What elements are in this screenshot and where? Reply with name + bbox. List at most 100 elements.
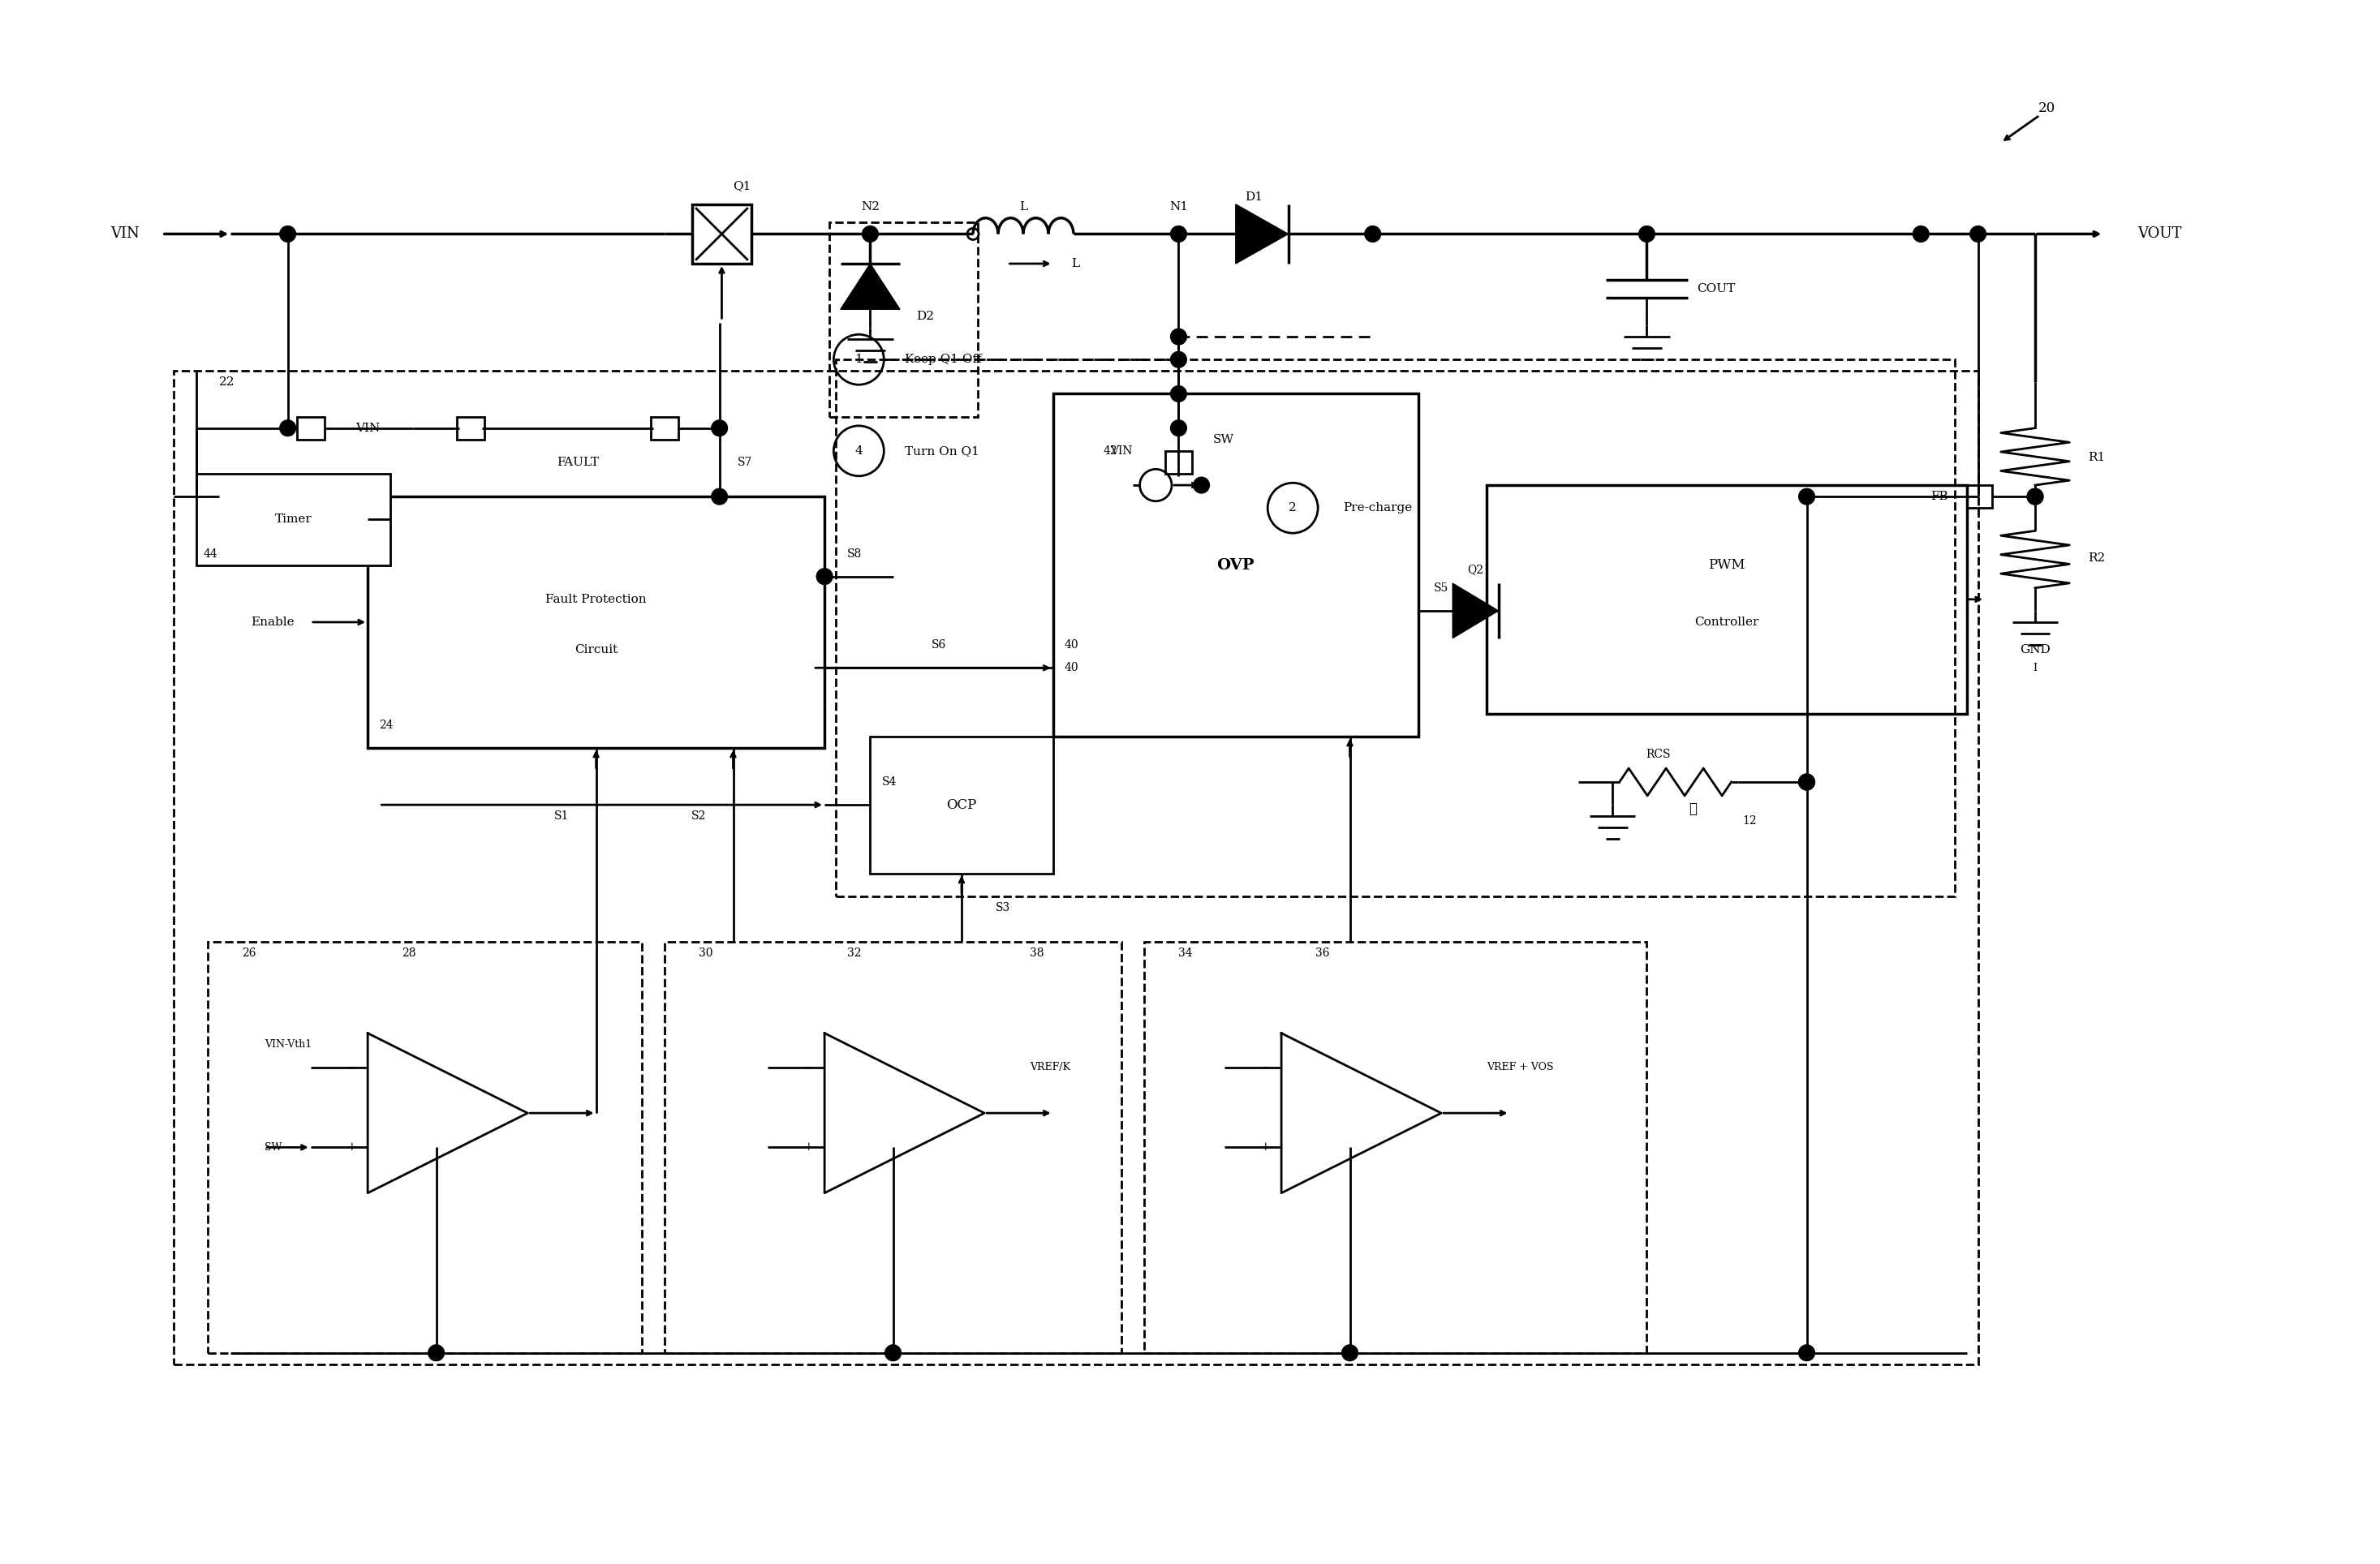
Polygon shape — [840, 264, 900, 310]
Text: S6: S6 — [931, 640, 947, 651]
Circle shape — [1171, 352, 1188, 368]
Text: −: − — [1261, 1062, 1271, 1073]
Circle shape — [1342, 1345, 1359, 1361]
Bar — [652, 416, 678, 439]
Circle shape — [862, 225, 878, 242]
Text: +: + — [804, 1142, 814, 1153]
Text: Enable: Enable — [252, 616, 295, 627]
Text: 22: 22 — [219, 377, 236, 388]
Text: Timer: Timer — [276, 513, 312, 526]
Text: OVP: OVP — [1216, 558, 1254, 572]
Text: L: L — [1071, 258, 1081, 269]
Circle shape — [281, 225, 295, 242]
Text: VREF + VOS: VREF + VOS — [1488, 1062, 1554, 1073]
Text: FB: FB — [1930, 491, 1949, 502]
Text: +: + — [347, 1142, 357, 1153]
Circle shape — [1971, 225, 1985, 242]
Text: FAULT: FAULT — [557, 457, 600, 468]
Text: Q2: Q2 — [1468, 565, 1483, 576]
Circle shape — [1799, 1345, 1814, 1361]
Text: VIN: VIN — [109, 227, 140, 241]
Text: 32: 32 — [847, 948, 862, 959]
Text: D1: D1 — [1245, 192, 1264, 203]
Text: +: + — [1261, 1142, 1271, 1153]
Text: Turn On Q1: Turn On Q1 — [904, 446, 978, 457]
Text: S7: S7 — [738, 457, 752, 468]
Text: VOUT: VOUT — [2137, 227, 2182, 241]
Text: I: I — [2033, 663, 2037, 673]
FancyBboxPatch shape — [198, 474, 390, 565]
FancyBboxPatch shape — [367, 497, 823, 748]
Circle shape — [2028, 488, 2042, 505]
Text: S1: S1 — [555, 810, 569, 823]
Bar — [298, 416, 324, 439]
Text: PWM: PWM — [1709, 558, 1745, 572]
Circle shape — [428, 1345, 445, 1361]
Text: R2: R2 — [2087, 552, 2104, 565]
Text: ≅: ≅ — [1687, 802, 1697, 816]
Text: S3: S3 — [995, 902, 1011, 913]
Text: 1: 1 — [854, 353, 864, 366]
Text: OCP: OCP — [947, 798, 976, 812]
Text: Pre-charge: Pre-charge — [1342, 502, 1411, 513]
Circle shape — [1192, 477, 1209, 493]
Text: Keep Q1 Off: Keep Q1 Off — [904, 353, 981, 366]
Circle shape — [1914, 225, 1928, 242]
FancyBboxPatch shape — [1052, 394, 1418, 737]
Text: 36: 36 — [1316, 948, 1330, 959]
Text: −: − — [804, 1062, 814, 1073]
Text: 38: 38 — [1031, 948, 1045, 959]
Text: 26: 26 — [243, 948, 257, 959]
Text: S8: S8 — [847, 547, 862, 560]
Text: 42: 42 — [1102, 446, 1116, 457]
Text: VREF/K: VREF/K — [1031, 1062, 1071, 1073]
Circle shape — [1640, 225, 1654, 242]
Text: Circuit: Circuit — [574, 644, 619, 655]
Circle shape — [712, 488, 728, 505]
Polygon shape — [1452, 583, 1499, 638]
Text: RCS: RCS — [1647, 749, 1671, 760]
Polygon shape — [1235, 205, 1288, 264]
Text: GND: GND — [2021, 644, 2052, 655]
Bar — [693, 205, 752, 264]
Text: SW: SW — [1214, 433, 1233, 446]
FancyBboxPatch shape — [1488, 485, 1966, 713]
Circle shape — [1171, 421, 1188, 436]
Text: 44: 44 — [202, 547, 217, 560]
Bar — [1963, 485, 1992, 508]
Text: S2: S2 — [693, 810, 707, 823]
Text: 30: 30 — [700, 948, 714, 959]
Text: Controller: Controller — [1695, 616, 1759, 627]
Circle shape — [816, 568, 833, 585]
Circle shape — [1171, 328, 1188, 344]
Text: 20: 20 — [2037, 102, 2056, 116]
Text: S4: S4 — [881, 776, 897, 788]
Text: D2: D2 — [916, 311, 933, 322]
Text: 40: 40 — [1064, 662, 1078, 674]
Circle shape — [2028, 488, 2042, 505]
Circle shape — [281, 421, 295, 436]
Text: R1: R1 — [2087, 452, 2104, 463]
Text: VIN: VIN — [1111, 446, 1133, 457]
Circle shape — [1171, 386, 1188, 402]
Text: 4: 4 — [854, 446, 864, 457]
Text: 34: 34 — [1178, 948, 1192, 959]
Text: N2: N2 — [862, 200, 881, 213]
Text: 12: 12 — [1742, 815, 1756, 826]
Bar — [1164, 450, 1192, 474]
Text: L: L — [1019, 200, 1028, 213]
Text: Fault Protection: Fault Protection — [545, 594, 647, 605]
Text: −: − — [347, 1062, 357, 1073]
Circle shape — [712, 421, 728, 436]
Circle shape — [1799, 774, 1814, 790]
Text: VIN: VIN — [355, 422, 381, 433]
Circle shape — [1171, 225, 1188, 242]
Text: 24: 24 — [378, 719, 393, 730]
Text: Q1: Q1 — [733, 180, 752, 192]
Text: 40: 40 — [1064, 640, 1078, 651]
Text: N1: N1 — [1169, 200, 1188, 213]
Circle shape — [1364, 225, 1380, 242]
Text: VIN-Vth1: VIN-Vth1 — [264, 1040, 312, 1049]
Text: SW: SW — [264, 1142, 283, 1153]
Circle shape — [885, 1345, 902, 1361]
